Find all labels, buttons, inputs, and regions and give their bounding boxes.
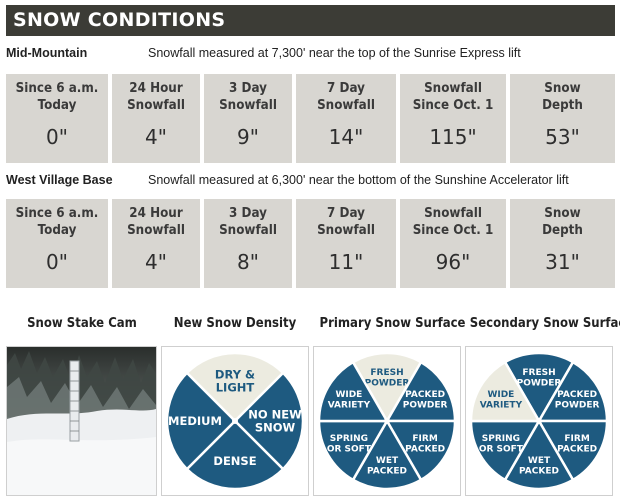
stats-grid-mid-mountain: Since 6 a.m. Today 0" 24 Hour Snowfall 4" 3 … [6,74,615,163]
stat-cell: 24 Hour Snowfall 4" [112,199,200,288]
stat-cell: 7 Day Snowfall 11" [296,199,396,288]
stat-label: 7 Day Snowfall [317,81,375,113]
wheel-segment-label: PACKED POWDER [403,390,448,410]
wheel-segment-label: PACKED POWDER [555,390,600,410]
stat-cell: 3 Day Snowfall 8" [204,199,292,288]
wheel-segment [469,360,542,423]
stat-value: 4" [145,250,167,274]
stat-label: Since 6 a.m. Today [15,81,99,113]
stat-value: 96" [435,250,471,274]
stat-label: 3 Day Snowfall [219,206,277,238]
secondary-wheel-panel: FRESH POWDER PACKED POWDER FIRM PACKED WET PACK… [465,346,613,496]
location-row-west-village: West Village Base Snowfall measured at 6… [6,173,615,193]
stat-cell: 3 Day Snowfall 9" [204,74,292,163]
wheel-segment-label: SPRING OR SOFT [479,434,524,454]
wheel-segment [185,419,285,491]
wheel-segment-label: FIRM PACKED [405,434,445,454]
wheel-segment-label: WIDE VARIETY [480,390,523,410]
stat-cell: Snow Depth 31" [510,199,615,288]
wheel-segment [185,351,285,423]
stat-value: 31" [545,250,580,274]
section-header: SNOW CONDITIONS [6,5,615,36]
density-wheel: DRY & LIGHT NO NEW SNOW DENSE MEDIUM [165,351,305,491]
wheel-segment [384,419,457,482]
wheel-segment-label: NO NEW SNOW [248,407,302,434]
wheel-segment-label: WET PACKED [519,456,559,476]
secondary-surface-title: Secondary Snow Surface [469,316,620,331]
stat-label: 7 Day Snowfall [317,206,375,238]
stat-label: 24 Hour Snowfall [127,81,185,113]
stat-value: 8" [237,250,259,274]
primary-wheel-panel: FRESH POWDER PACKED POWDER FIRM PACKED WET PACK… [313,346,461,496]
wheel-segment [165,371,237,471]
wheel-segment [351,418,423,491]
stat-label: Snow Depth [542,81,583,113]
location-description: Snowfall measured at 7,300' near the top… [148,46,521,60]
wheel-hub [232,418,238,424]
primary-surface-title: Primary Snow Surface [319,316,466,331]
wheel-segment [384,360,457,423]
header-title: SNOW CONDITIONS [13,9,226,31]
wheel-segment-label: FIRM PACKED [557,434,597,454]
stat-cell: 7 Day Snowfall 14" [296,74,396,163]
stat-cell: Since 6 a.m. Today 0" [6,199,108,288]
stat-label: Snowfall Since Oct. 1 [412,206,494,238]
wheel-segment [233,371,305,471]
wheel-segment-label: MEDIUM [168,414,222,428]
wheel-segment-label: SPRING OR SOFT [327,434,372,454]
location-name: West Village Base [6,173,113,187]
wheel-segment [351,351,423,424]
stat-value: 14" [328,125,364,149]
location-description: Snowfall measured at 6,300' near the bot… [148,173,569,187]
wheel-segment-label: WIDE VARIETY [328,390,371,410]
wheel-segment-label: DENSE [213,454,256,468]
wheel-segment-label: FRESH POWDER [517,368,562,388]
wheel-segment-label: WET PACKED [367,456,407,476]
stat-cell: Snowfall Since Oct. 1 115" [400,74,506,163]
stat-value: 53" [545,125,580,149]
snow-stake-image [7,347,156,495]
stat-cell: Since 6 a.m. Today 0" [6,74,108,163]
location-row-mid-mountain: Mid-Mountain Snowfall measured at 7,300'… [6,46,615,66]
wheel-segment [536,419,609,482]
stats-grid-west-village: Since 6 a.m. Today 0" 24 Hour Snowfall 4" 3 … [6,199,615,288]
stat-value: 0" [46,125,68,149]
stat-cell: Snowfall Since Oct. 1 96" [400,199,506,288]
stat-cell: 24 Hour Snowfall 4" [112,74,200,163]
wheel-segment [536,360,609,423]
wheel-segment [317,360,390,423]
stat-label: Snowfall Since Oct. 1 [412,81,494,113]
wheel-segment-label: FRESH POWDER [365,368,410,388]
location-name: Mid-Mountain [6,46,88,60]
wheel-hub [384,418,390,424]
stat-label: Snow Depth [542,206,583,238]
stat-value: 9" [237,125,259,149]
stat-value: 115" [429,125,477,149]
wheel-segment-label: DRY & LIGHT [215,367,255,394]
stat-cell: Snow Depth 53" [510,74,615,163]
cam-title: Snow Stake Cam [27,316,137,331]
stat-label: 3 Day Snowfall [219,81,277,113]
wheel-segment [503,418,575,491]
stat-label: Since 6 a.m. Today [15,206,99,238]
snow-stake-cam[interactable] [6,346,157,496]
wheel-segment [317,419,390,482]
density-title: New Snow Density [173,316,297,331]
wheel-segment [469,419,542,482]
stat-value: 0" [46,250,68,274]
wheel-segment [503,351,575,424]
wheel-hub [536,418,542,424]
stat-value: 4" [145,125,167,149]
density-wheel-panel: DRY & LIGHT NO NEW SNOW DENSE MEDIUM [161,346,309,496]
stat-value: 11" [328,250,364,274]
stat-label: 24 Hour Snowfall [127,206,185,238]
